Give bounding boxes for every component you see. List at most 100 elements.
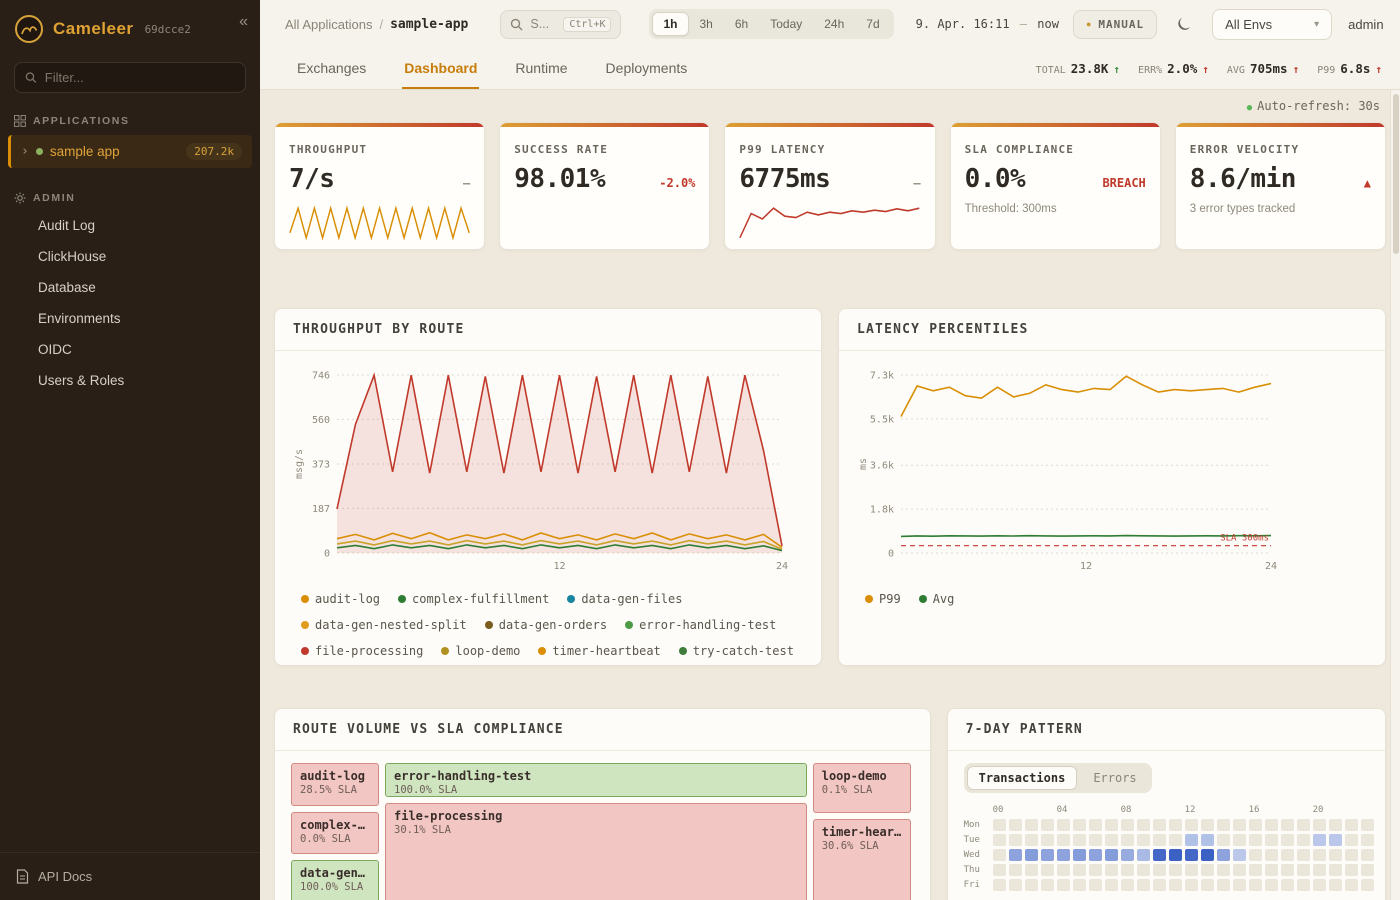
heatmap-cell	[1344, 879, 1358, 891]
heatmap-row-label: Mon	[963, 820, 980, 830]
main-area: All Applications / sample-app Ctrl+K 1h3…	[260, 0, 1400, 900]
heatmap-row: Thu	[963, 864, 1374, 876]
treemap: audit-log 28.5% SLA error-handling-test 100…	[291, 763, 914, 900]
kpi-title: ERROR VELOCITY	[1189, 143, 1300, 156]
user-menu[interactable]: admin	[1348, 16, 1384, 32]
heatmap-grid: Mon Tue Wed Thu Fri	[963, 819, 1374, 891]
kpi-card-success-rate: SUCCESS RATE 98.01% -2.0%	[499, 122, 711, 250]
heatmap-cell	[1360, 864, 1374, 876]
treemap-cell-file-processing[interactable]: file-processing 30.1% SLA	[385, 803, 807, 900]
sidebar-item-environments[interactable]: Environments	[38, 311, 121, 326]
panel-body: 0 187 373 560 746 12 24 msg/s audit-log complex-…	[275, 351, 821, 665]
legend-item-p99: P99	[865, 592, 901, 606]
tab-runtime[interactable]: Runtime	[515, 59, 568, 76]
scrollbar[interactable]	[1390, 90, 1400, 900]
heatmap-cell	[1104, 819, 1118, 831]
heatmap-row-label: Thu	[963, 865, 980, 875]
heatmap-cell	[1200, 879, 1214, 891]
legend-item-try-catch-test: try-catch-test	[678, 644, 794, 658]
svg-text:msg/s: msg/s	[294, 449, 305, 479]
breadcrumb-root[interactable]: All Applications	[285, 16, 373, 32]
trend-up-icon: ↑	[1202, 63, 1209, 76]
kpi-accent-bar	[950, 123, 1160, 127]
legend-dot	[625, 621, 634, 629]
heatmap-cell	[1200, 849, 1214, 861]
heatmap-cell	[1008, 879, 1022, 891]
toggle-transactions[interactable]: Transactions	[966, 766, 1078, 790]
sidebar-item-oidc[interactable]: OIDC	[38, 342, 72, 357]
legend-label: file-processing	[315, 644, 424, 658]
heatmap-cell	[1008, 864, 1022, 876]
api-docs-link[interactable]: API Docs	[0, 852, 260, 900]
time-range-today[interactable]: Today	[759, 12, 813, 36]
treemap-cell-sla: 30.6% SLA	[821, 840, 879, 853]
tab-deployments[interactable]: Deployments	[605, 59, 688, 76]
heatmap-cell	[1056, 864, 1070, 876]
tab-exchanges[interactable]: Exchanges	[297, 59, 367, 76]
treemap-cell-label: loop-demo	[821, 769, 887, 783]
time-range-7d[interactable]: 7d	[855, 12, 890, 36]
document-icon	[16, 869, 29, 884]
time-range-6h[interactable]: 6h	[724, 12, 759, 36]
global-search[interactable]: Ctrl+K	[500, 9, 622, 39]
heatmap-cell	[1024, 864, 1038, 876]
search-input[interactable]	[530, 17, 557, 31]
tabs-bar: Exchanges Dashboard Runtime Deployments TOT…	[260, 48, 1400, 90]
heatmap-cell	[1056, 834, 1070, 846]
grid-icon	[14, 115, 26, 127]
treemap-cell-label: data-gen-files	[300, 866, 370, 881]
sidebar-item-clickhouse[interactable]: ClickHouse	[38, 249, 107, 264]
treemap-cell-data-gen-files[interactable]: data-gen-files100.0% SLA	[291, 860, 379, 900]
sidebar-item-users-roles[interactable]: Users & Roles	[38, 373, 125, 388]
heatmap-col-label	[1009, 805, 1022, 815]
legend-label: P99	[879, 592, 901, 606]
heatmap-row-label: Tue	[963, 835, 980, 845]
scrollbar-thumb[interactable]	[1392, 94, 1399, 254]
heatmap-cell	[1072, 879, 1086, 891]
heatmap-cell	[1344, 864, 1358, 876]
heatmap-cell	[1136, 834, 1150, 846]
tab-dashboard[interactable]: Dashboard	[402, 48, 480, 89]
sidebar-item-audit-log[interactable]: Audit Log	[38, 218, 96, 233]
filter-input[interactable]	[44, 70, 235, 85]
legend-dot	[301, 595, 309, 603]
heatmap-col-label	[1297, 805, 1310, 815]
topbar: All Applications / sample-app Ctrl+K 1h3…	[260, 0, 1400, 48]
time-range-3h[interactable]: 3h	[689, 12, 724, 36]
legend-dot	[301, 621, 309, 629]
kpi-delta: BREACH	[1102, 176, 1146, 190]
treemap-cell-timer-heartbeat[interactable]: timer-heartbeat30.6% SLA	[812, 819, 911, 900]
heatmap-cell	[1280, 879, 1294, 891]
app-logo[interactable]: Cameleer 69dcce2	[14, 14, 239, 44]
time-range-1h[interactable]: 1h	[652, 12, 689, 36]
manual-refresh-button[interactable]: ● MANUAL	[1072, 9, 1158, 39]
heatmap-row: Fri	[964, 879, 1374, 891]
logo-text: Cameleer	[53, 19, 134, 38]
heatmap-cell	[1232, 849, 1246, 861]
heatmap-cell	[1328, 864, 1342, 876]
time-range-24h[interactable]: 24h	[813, 12, 855, 36]
treemap-cell-complex-fulfillment[interactable]: complex-fulfillment0.0% SLA	[291, 812, 379, 855]
dark-mode-toggle[interactable]	[1171, 11, 1198, 38]
legend-item-data-gen-files: data-gen-files	[567, 592, 682, 606]
toggle-errors[interactable]: Errors	[1081, 766, 1148, 790]
panel-title: ROUTE VOLUME VS SLA COMPLIANCE	[275, 709, 930, 751]
sidebar-item-database[interactable]: Database	[38, 280, 96, 295]
sidebar-collapse-button[interactable]: «	[239, 13, 248, 30]
sidebar-item-sample-app[interactable]: › sample app 207.2k	[8, 135, 252, 168]
heatmap-cell	[1072, 849, 1086, 861]
treemap-cell-loop-demo[interactable]: loop-demo 0.1% SLA	[812, 763, 911, 814]
legend-item-file-processing: file-processing	[301, 644, 423, 658]
legend-label: data-gen-orders	[498, 618, 608, 632]
trend-up-icon: ↑	[1113, 63, 1121, 76]
treemap-cell-error-handling-test[interactable]: error-handling-test 100.0% SLA	[385, 763, 807, 798]
bottom-row: ROUTE VOLUME VS SLA COMPLIANCE audit-log…	[274, 708, 1386, 900]
treemap-cell-audit-log[interactable]: audit-log 28.5% SLA	[291, 763, 379, 807]
chevron-right-icon: ›	[21, 144, 29, 159]
treemap-cell-label: complex-fulfillment	[300, 818, 370, 833]
heatmap-cell	[1168, 864, 1182, 876]
env-select[interactable]: All Envs ▾	[1212, 8, 1333, 40]
stat-total: TOTAL 23.8K ↑	[1035, 61, 1121, 76]
svg-text:0: 0	[888, 549, 894, 560]
kpi-delta: ▲	[1363, 176, 1371, 190]
